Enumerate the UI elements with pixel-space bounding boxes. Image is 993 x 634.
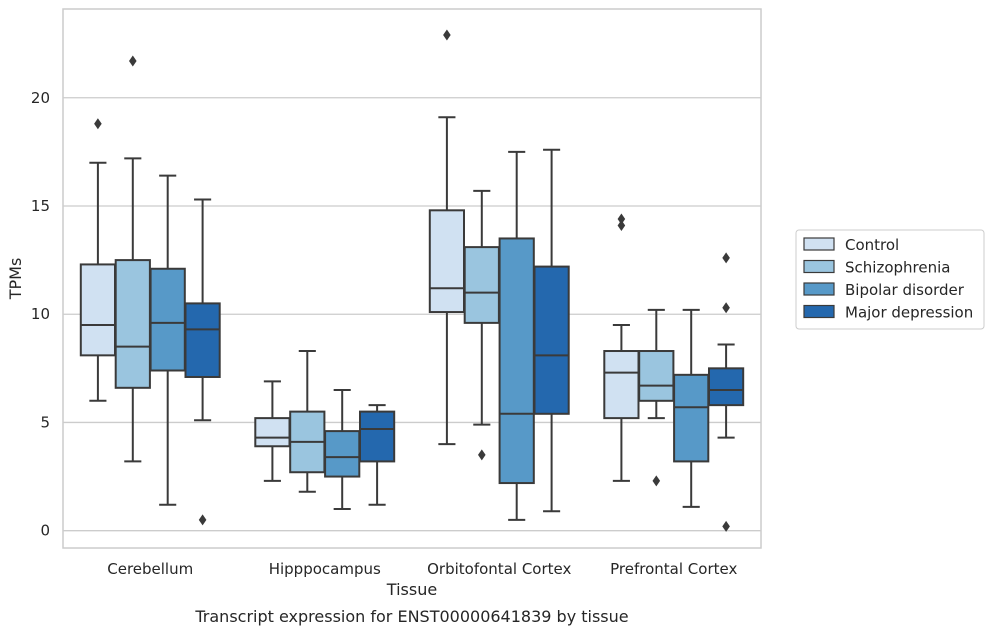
box-schizophrenia (289, 350, 326, 493)
box-schizophrenia (114, 55, 151, 463)
y-tick-label: 0 (40, 522, 50, 540)
plot-frame (62, 8, 762, 549)
box-iqr (428, 209, 466, 314)
y-tick-labels: 0 5 10 15 20 (31, 89, 50, 540)
outlier-point (722, 520, 730, 532)
box-bipolar-disorder (673, 308, 710, 508)
box-iqr (254, 417, 291, 448)
x-tick-label: Cerebellum (107, 560, 193, 578)
legend-frame (795, 229, 985, 330)
box-bipolar-disorder (498, 150, 535, 521)
box-control (603, 213, 640, 482)
legend-swatch (803, 259, 835, 274)
box-major-depression (358, 404, 396, 506)
legend-label: Major depression (845, 304, 973, 322)
box-iqr (149, 267, 186, 372)
outlier-point (478, 449, 486, 461)
box-schizophrenia (463, 189, 500, 461)
box-iqr (533, 265, 570, 415)
box-plots (79, 29, 745, 532)
box-iqr (463, 246, 500, 324)
outlier-point (617, 219, 626, 231)
legend-label: Bipolar disorder (845, 281, 965, 299)
legend-label: Schizophrenia (845, 259, 950, 277)
x-tick-label: Hipppocampus (269, 560, 381, 578)
box-iqr (358, 410, 396, 463)
legend-swatch (803, 237, 835, 251)
box-iqr (79, 263, 117, 357)
box-major-depression (184, 198, 221, 526)
box-schizophrenia (638, 308, 675, 487)
box-bipolar-disorder (149, 174, 186, 506)
outlier-point (443, 29, 451, 41)
box-major-depression (533, 148, 570, 513)
outlier-point (652, 475, 661, 487)
y-tick-label: 5 (40, 413, 50, 431)
y-tick-label: 20 (31, 89, 50, 107)
box-control (428, 29, 466, 446)
box-control (79, 118, 117, 402)
box-control (254, 380, 291, 482)
legend-swatch (803, 304, 835, 319)
legend-swatch (803, 282, 835, 296)
box-iqr (673, 373, 710, 463)
y-axis-label: TPMs (6, 258, 25, 301)
outlier-point (722, 252, 730, 264)
box-iqr (184, 302, 221, 378)
box-bipolar-disorder (324, 388, 361, 511)
outlier-point (722, 302, 730, 314)
outlier-point (198, 514, 207, 526)
box-iqr (707, 367, 745, 407)
legend: Control Schizophrenia Bipolar disorder Majo… (795, 229, 985, 330)
box-iqr (498, 237, 535, 485)
outlier-point (94, 118, 102, 130)
box-major-depression (707, 252, 745, 532)
figure-caption: Transcript expression for ENST0000064183… (194, 607, 628, 626)
x-tick-labels: Cerebellum Hipppocampus Orbitofontal Corte… (107, 560, 737, 578)
box-iqr (114, 259, 151, 389)
y-tick-label: 10 (31, 305, 50, 323)
legend-label: Control (845, 236, 899, 254)
box-iqr (324, 430, 361, 478)
x-tick-label: Orbitofontal Cortex (427, 560, 571, 578)
x-tick-label: Prefrontal Cortex (610, 560, 737, 578)
y-tick-label: 15 (31, 197, 50, 215)
outlier-point (617, 213, 626, 225)
box-iqr (638, 350, 675, 402)
box-iqr (603, 350, 640, 420)
x-axis-label: Tissue (386, 580, 437, 599)
outlier-point (129, 55, 137, 67)
